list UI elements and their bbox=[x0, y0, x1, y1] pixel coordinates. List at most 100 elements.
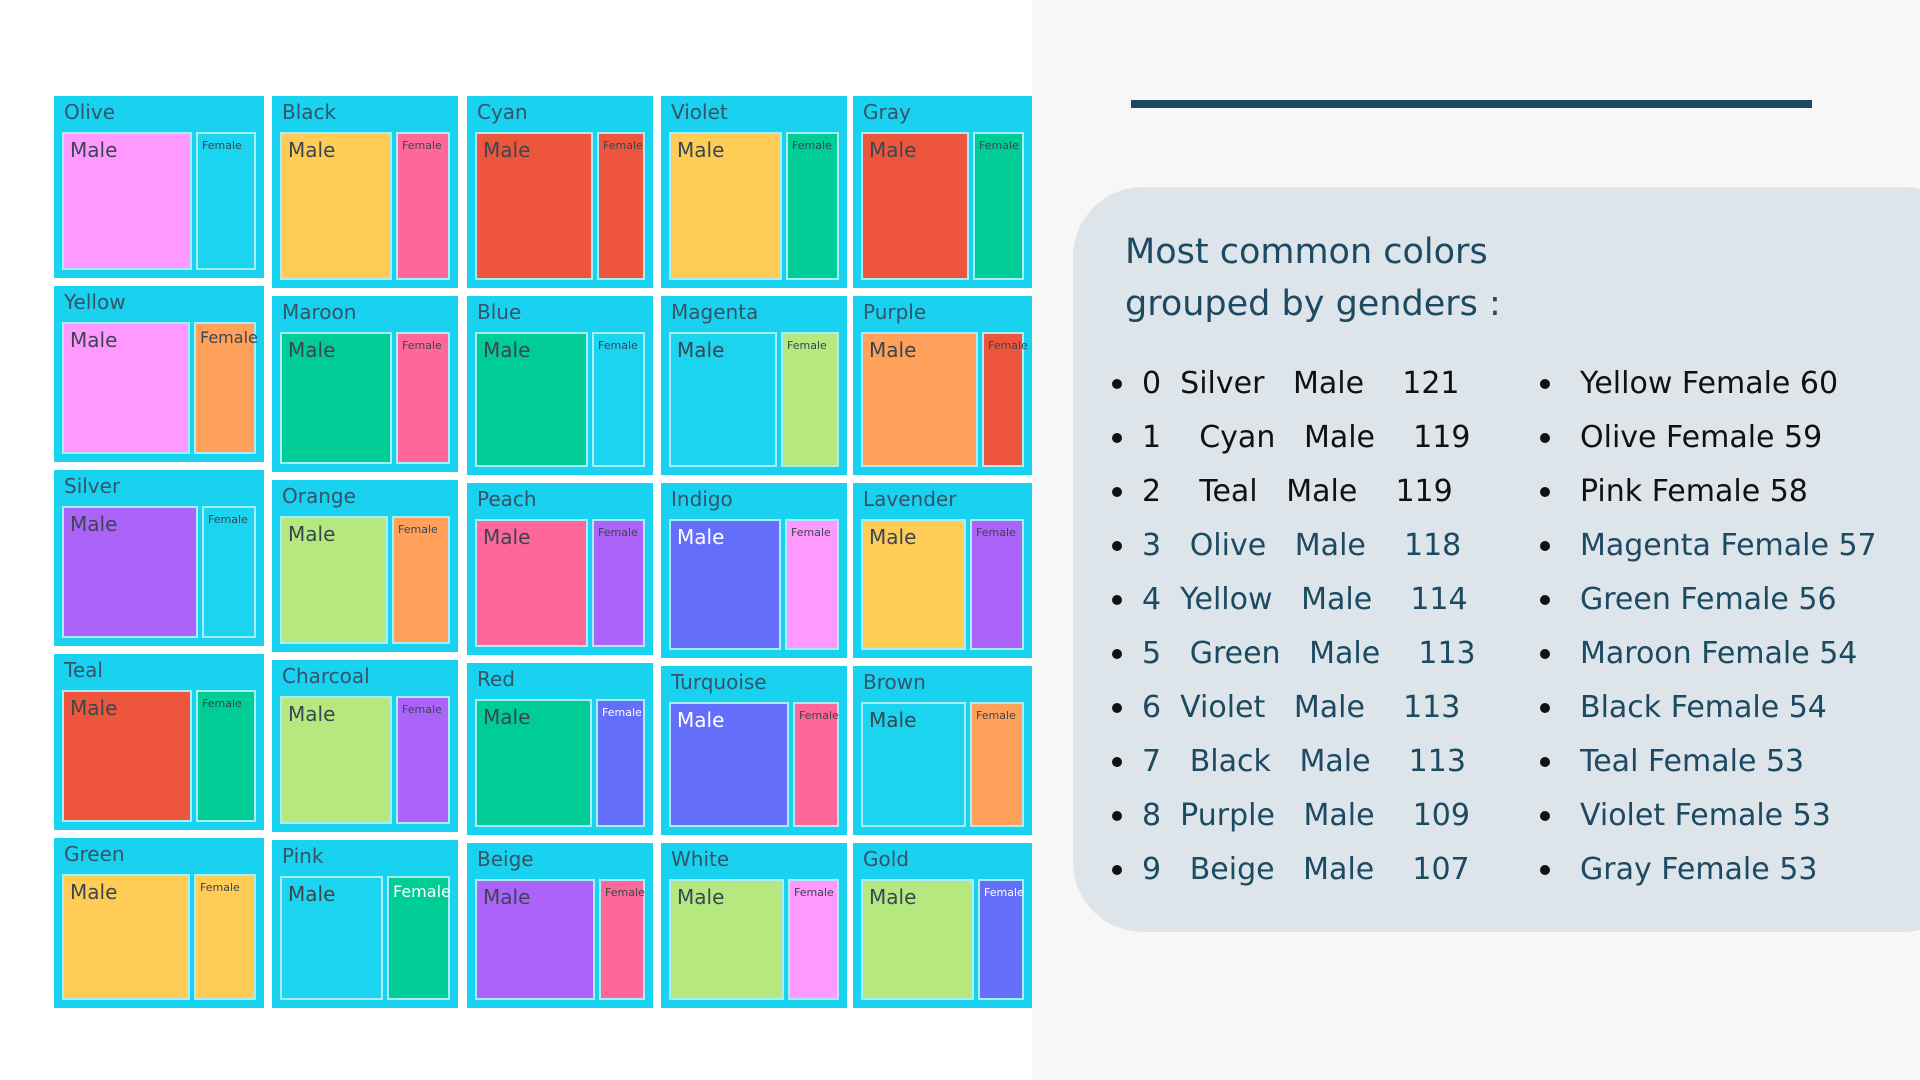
treemap-cell-label: Charcoal bbox=[282, 664, 370, 688]
treemap-cell-label: White bbox=[671, 847, 730, 871]
male-block-label: Male bbox=[483, 885, 531, 909]
treemap-cell-maroon: Maroon Male Female bbox=[272, 296, 458, 472]
bullet-icon bbox=[1540, 379, 1550, 389]
treemap-male-block: Male bbox=[669, 519, 781, 650]
bullet-icon bbox=[1112, 595, 1122, 605]
ranking-item: Green Female 56 bbox=[1540, 573, 1920, 627]
female-block-label: Female bbox=[791, 526, 831, 539]
treemap-cell-label: Teal bbox=[64, 658, 103, 682]
male-block-label: Male bbox=[483, 525, 531, 549]
treemap-cell-label: Pink bbox=[282, 844, 324, 868]
bullet-icon bbox=[1112, 865, 1122, 875]
ranking-item: Teal Female 53 bbox=[1540, 735, 1920, 789]
ranking-item-text: Gray Female 53 bbox=[1580, 852, 1818, 887]
card-title-line1: Most common colors bbox=[1125, 232, 1488, 272]
ranking-item-text: 4 Yellow Male 114 bbox=[1142, 582, 1468, 617]
treemap-male-block: Male bbox=[861, 332, 978, 467]
female-block-label: Female bbox=[988, 339, 1028, 352]
male-block-label: Male bbox=[677, 885, 725, 909]
treemap-cell-orange: Orange Male Female bbox=[272, 480, 458, 652]
ranking-item: Gray Female 53 bbox=[1540, 843, 1920, 897]
ranking-item-text: Green Female 56 bbox=[1580, 582, 1837, 617]
bullet-icon bbox=[1540, 595, 1550, 605]
treemap-cell-label: Olive bbox=[64, 100, 115, 124]
color-gender-treemap: Olive Male Female Yellow Male Female Silver Mal… bbox=[54, 96, 1032, 1008]
treemap-female-block: Female bbox=[592, 332, 645, 467]
treemap-cell-label: Maroon bbox=[282, 300, 357, 324]
treemap-cell-yellow: Yellow Male Female bbox=[54, 286, 264, 462]
treemap-female-block: Female bbox=[786, 132, 839, 280]
treemap-cell-gray: Gray Male Female bbox=[853, 96, 1032, 288]
treemap-cell-cyan: Cyan Male Female bbox=[467, 96, 653, 288]
treemap-male-block: Male bbox=[280, 516, 388, 644]
ranking-item-text: 1 Cyan Male 119 bbox=[1142, 420, 1471, 455]
male-block-label: Male bbox=[869, 885, 917, 909]
ranking-item: 1 Cyan Male 119 bbox=[1112, 411, 1512, 465]
treemap-cell-label: Indigo bbox=[671, 487, 733, 511]
male-block-label: Male bbox=[677, 525, 725, 549]
treemap-male-block: Male bbox=[280, 132, 392, 280]
ranking-item: 9 Beige Male 107 bbox=[1112, 843, 1512, 897]
female-block-label: Female bbox=[598, 526, 638, 539]
female-block-label: Female bbox=[202, 697, 242, 710]
female-block-label: Female bbox=[605, 886, 645, 899]
ranking-item: Magenta Female 57 bbox=[1540, 519, 1920, 573]
female-block-label: Female bbox=[598, 339, 638, 352]
treemap-cell-red: Red Male Female bbox=[467, 663, 653, 835]
male-block-label: Male bbox=[288, 702, 336, 726]
treemap-cell-label: Orange bbox=[282, 484, 356, 508]
treemap-female-block: Female bbox=[973, 132, 1024, 280]
treemap-cell-label: Gold bbox=[863, 847, 909, 871]
treemap-male-block: Male bbox=[475, 132, 593, 280]
treemap-male-block: Male bbox=[669, 702, 789, 827]
ranking-item: 7 Black Male 113 bbox=[1112, 735, 1512, 789]
ranking-item-text: 8 Purple Male 109 bbox=[1142, 798, 1470, 833]
treemap-female-block: Female bbox=[793, 702, 839, 827]
treemap-male-block: Male bbox=[861, 519, 966, 650]
info-card bbox=[1073, 187, 1920, 932]
male-block-label: Male bbox=[677, 138, 725, 162]
female-block-label: Female bbox=[393, 882, 451, 901]
male-block-label: Male bbox=[288, 138, 336, 162]
treemap-male-block: Male bbox=[62, 874, 190, 1000]
treemap-cell-brown: Brown Male Female bbox=[853, 666, 1032, 835]
treemap-female-block: Female bbox=[785, 519, 839, 650]
treemap-male-block: Male bbox=[475, 519, 588, 647]
ranking-item-text: Magenta Female 57 bbox=[1580, 528, 1877, 563]
treemap-female-block: Female bbox=[597, 132, 645, 280]
female-block-label: Female bbox=[200, 881, 240, 894]
treemap-female-block: Female bbox=[396, 132, 450, 280]
treemap-cell-label: Purple bbox=[863, 300, 927, 324]
male-ranking-list: 0 Silver Male 121 1 Cyan Male 119 2 Teal M… bbox=[1112, 357, 1512, 897]
female-block-label: Female bbox=[402, 339, 442, 352]
treemap-male-block: Male bbox=[62, 132, 192, 270]
treemap-male-block: Male bbox=[669, 132, 782, 280]
treemap-male-block: Male bbox=[280, 332, 392, 464]
male-block-label: Male bbox=[483, 338, 531, 362]
treemap-cell-label: Violet bbox=[671, 100, 728, 124]
treemap-cell-label: Lavender bbox=[863, 487, 957, 511]
male-block-label: Male bbox=[70, 696, 118, 720]
treemap-female-block: Female bbox=[396, 332, 450, 464]
ranking-item: Pink Female 58 bbox=[1540, 465, 1920, 519]
ranking-item-text: 5 Green Male 113 bbox=[1142, 636, 1476, 671]
treemap-cell-label: Turquoise bbox=[671, 670, 767, 694]
treemap-cell-charcoal: Charcoal Male Female bbox=[272, 660, 458, 832]
bullet-icon bbox=[1112, 379, 1122, 389]
female-block-label: Female bbox=[984, 886, 1024, 899]
female-block-label: Female bbox=[398, 523, 438, 536]
female-block-label: Female bbox=[787, 339, 827, 352]
ranking-item-text: Violet Female 53 bbox=[1580, 798, 1831, 833]
treemap-female-block: Female bbox=[596, 699, 645, 827]
treemap-cell-label: Yellow bbox=[64, 290, 126, 314]
ranking-item-text: Maroon Female 54 bbox=[1580, 636, 1858, 671]
ranking-item: Maroon Female 54 bbox=[1540, 627, 1920, 681]
treemap-female-block: Female bbox=[970, 519, 1024, 650]
male-block-label: Male bbox=[70, 880, 118, 904]
treemap-cell-teal: Teal Male Female bbox=[54, 654, 264, 830]
female-block-label: Female bbox=[976, 709, 1016, 722]
treemap-cell-label: Brown bbox=[863, 670, 926, 694]
ranking-item: 5 Green Male 113 bbox=[1112, 627, 1512, 681]
treemap-cell-turquoise: Turquoise Male Female bbox=[661, 666, 847, 835]
ranking-item: Olive Female 59 bbox=[1540, 411, 1920, 465]
